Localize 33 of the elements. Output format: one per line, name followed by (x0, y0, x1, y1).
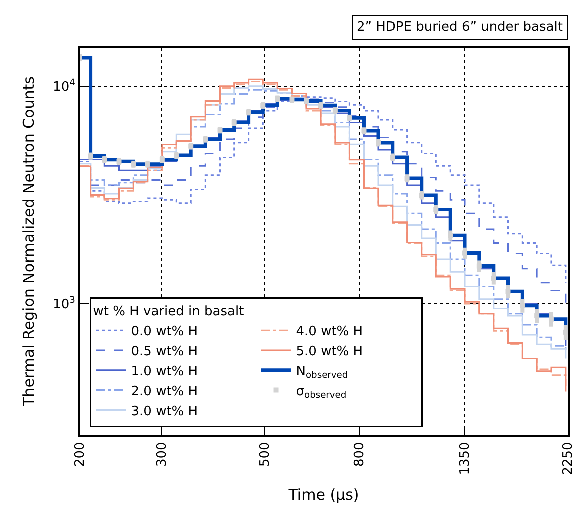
y-axis-title: Thermal Region Normalized Neutron Counts (20, 76, 38, 408)
point (419, 193, 424, 198)
legend-label: 3.0 wt% H (131, 404, 198, 420)
point (534, 314, 540, 319)
x-tick-label: 300 (154, 442, 170, 468)
point (506, 289, 511, 294)
point (448, 233, 454, 238)
legend-label: 0.5 wt% H (131, 344, 198, 360)
x-axis-title: Time (μs) (288, 486, 360, 504)
legend-label: 4.0 wt% H (296, 324, 364, 340)
x-tick-label: 200 (73, 442, 88, 468)
point (434, 207, 439, 212)
legend-title: wt % H varied in basalt (93, 304, 244, 320)
legend-label: 5.0 wt% H (296, 344, 364, 360)
y-tick-label: 10$^{3}$ (53, 296, 76, 313)
legend-label: σ$_{observed}$ (296, 384, 347, 402)
y-tick-label: 10$^{4}$ (53, 78, 76, 95)
legend-label: 1.0 wt% H (131, 364, 198, 380)
point (476, 264, 482, 269)
legend-label: 0.0 wt% H (131, 324, 198, 340)
point (563, 330, 568, 335)
point (520, 303, 526, 308)
x-tick-label: 500 (258, 442, 273, 468)
point (548, 316, 554, 322)
point (390, 154, 396, 160)
point (491, 276, 496, 281)
x-tick-label: 2250 (561, 442, 576, 476)
legend-label: 2.0 wt% H (131, 384, 198, 400)
x-tick-label: 800 (352, 442, 368, 468)
legend-label: N$_{observed}$ (296, 364, 348, 382)
point (462, 250, 468, 256)
x-tick-label: 1350 (458, 442, 474, 476)
text: 2” HDPE buried 6” under basalt (357, 20, 563, 35)
